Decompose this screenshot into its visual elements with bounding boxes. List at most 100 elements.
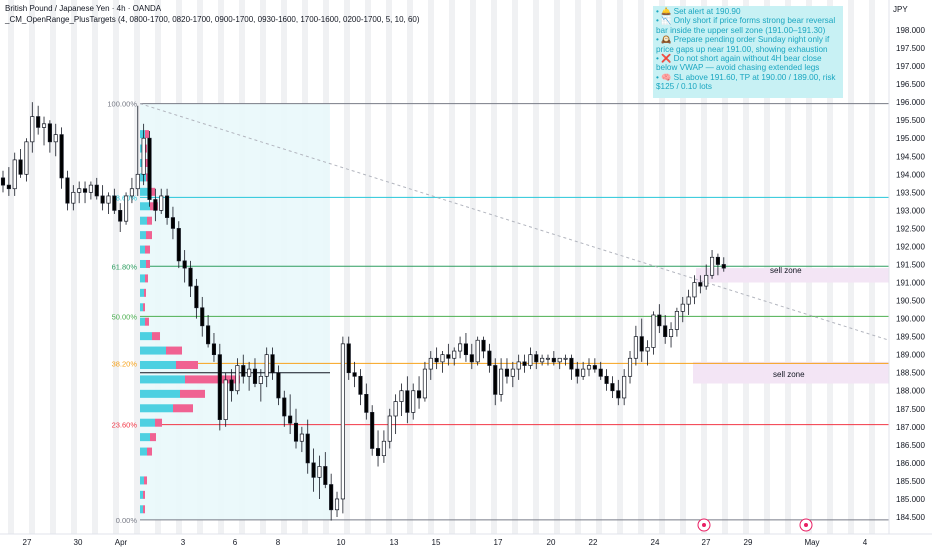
trend-line[interactable] xyxy=(139,103,890,341)
candle-body[interactable] xyxy=(252,368,258,384)
candle-body[interactable] xyxy=(721,264,726,269)
candle-body[interactable] xyxy=(411,390,416,413)
candle-body[interactable] xyxy=(282,397,287,417)
candle-body[interactable] xyxy=(106,195,111,204)
candle-body[interactable] xyxy=(293,422,299,442)
candle-body[interactable] xyxy=(493,365,498,395)
candle-body[interactable] xyxy=(288,415,293,424)
candle-body[interactable] xyxy=(305,433,310,464)
candle-body[interactable] xyxy=(510,368,515,377)
candle-body[interactable] xyxy=(18,159,23,175)
candle-body[interactable] xyxy=(176,228,181,262)
candle-body[interactable] xyxy=(639,336,644,352)
candle-body[interactable] xyxy=(135,173,140,190)
sell-zone-rect[interactable] xyxy=(693,361,889,384)
candle-body[interactable] xyxy=(364,393,369,413)
candle-body[interactable] xyxy=(317,466,322,478)
candle-body[interactable] xyxy=(12,159,17,190)
candle-body[interactable] xyxy=(124,195,129,222)
candle-body[interactable] xyxy=(586,365,592,370)
candle-body[interactable] xyxy=(592,365,597,370)
candle-body[interactable] xyxy=(475,339,480,363)
candle-body[interactable] xyxy=(235,365,240,392)
candle-body[interactable] xyxy=(522,361,527,366)
candle-body[interactable] xyxy=(229,379,234,392)
candle-body[interactable] xyxy=(340,343,345,500)
candle-body[interactable] xyxy=(627,357,633,377)
candle-body[interactable] xyxy=(223,379,228,420)
candle-body[interactable] xyxy=(170,217,175,229)
candle-body[interactable] xyxy=(311,462,316,478)
candle-body[interactable] xyxy=(715,256,720,265)
candle-body[interactable] xyxy=(200,307,205,327)
candle-body[interactable] xyxy=(36,116,41,128)
candle-body[interactable] xyxy=(270,354,275,374)
candle-body[interactable] xyxy=(551,357,556,363)
candle-body[interactable] xyxy=(563,357,568,360)
candle-body[interactable] xyxy=(528,354,533,366)
candle-body[interactable] xyxy=(651,314,656,348)
candle-body[interactable] xyxy=(241,365,246,377)
candle-body[interactable] xyxy=(481,339,486,352)
candle-body[interactable] xyxy=(692,282,697,298)
candle-body[interactable] xyxy=(417,390,422,399)
candle-body[interactable] xyxy=(575,368,580,377)
candle-body[interactable] xyxy=(112,195,117,211)
candle-body[interactable] xyxy=(610,383,615,392)
candle-body[interactable] xyxy=(141,137,146,175)
candle-body[interactable] xyxy=(182,260,187,269)
candle-body[interactable] xyxy=(65,177,70,204)
candle-body[interactable] xyxy=(422,368,427,399)
indicator-label[interactable]: _CM_OpenRange_PlusTargets (4, 0800-1700,… xyxy=(5,15,420,24)
candle-body[interactable] xyxy=(0,177,6,186)
candle-body[interactable] xyxy=(352,372,357,377)
currency-label[interactable]: JPY xyxy=(893,5,908,14)
candle-body[interactable] xyxy=(458,343,463,352)
candle-body[interactable] xyxy=(680,303,685,312)
candle-body[interactable] xyxy=(206,325,211,345)
candle-body[interactable] xyxy=(434,357,439,363)
candle-body[interactable] xyxy=(668,329,674,337)
candle-body[interactable] xyxy=(440,354,445,363)
candle-body[interactable] xyxy=(504,368,510,377)
candle-body[interactable] xyxy=(387,415,392,442)
candle-body[interactable] xyxy=(534,354,539,363)
candle-body[interactable] xyxy=(446,354,451,359)
candle-body[interactable] xyxy=(334,498,340,511)
candle-body[interactable] xyxy=(77,188,82,193)
candle-body[interactable] xyxy=(59,134,64,179)
candle-body[interactable] xyxy=(6,184,11,190)
candle-body[interactable] xyxy=(393,401,398,417)
candle-body[interactable] xyxy=(118,210,123,222)
candle-body[interactable] xyxy=(499,368,504,395)
candle-body[interactable] xyxy=(710,256,715,276)
candle-body[interactable] xyxy=(616,390,621,399)
candle-body[interactable] xyxy=(41,123,47,128)
candle-body[interactable] xyxy=(674,311,679,330)
candle-body[interactable] xyxy=(71,191,76,204)
candle-body[interactable] xyxy=(704,274,709,287)
candle-body[interactable] xyxy=(645,347,650,352)
candle-body[interactable] xyxy=(469,354,474,363)
candle-body[interactable] xyxy=(264,354,269,377)
candle-body[interactable] xyxy=(686,296,691,305)
candle-body[interactable] xyxy=(299,433,304,442)
candle-body[interactable] xyxy=(159,195,164,211)
candle-body[interactable] xyxy=(463,343,468,356)
candle-body[interactable] xyxy=(405,390,410,413)
candle-body[interactable] xyxy=(82,188,88,193)
candle-body[interactable] xyxy=(358,375,363,395)
candle-body[interactable] xyxy=(633,336,638,359)
candle-body[interactable] xyxy=(569,357,574,370)
candle-body[interactable] xyxy=(94,184,99,197)
candle-body[interactable] xyxy=(452,350,457,359)
candle-body[interactable] xyxy=(581,368,586,377)
candle-body[interactable] xyxy=(30,116,35,143)
candle-body[interactable] xyxy=(622,375,627,399)
candle-body[interactable] xyxy=(258,375,263,384)
candle-body[interactable] xyxy=(381,440,386,457)
candle-body[interactable] xyxy=(516,361,521,370)
trade-plan-note[interactable]: • 🛎️ Set alert at 190.90 • 📉 Only short … xyxy=(653,6,843,98)
candle-body[interactable] xyxy=(698,282,703,287)
